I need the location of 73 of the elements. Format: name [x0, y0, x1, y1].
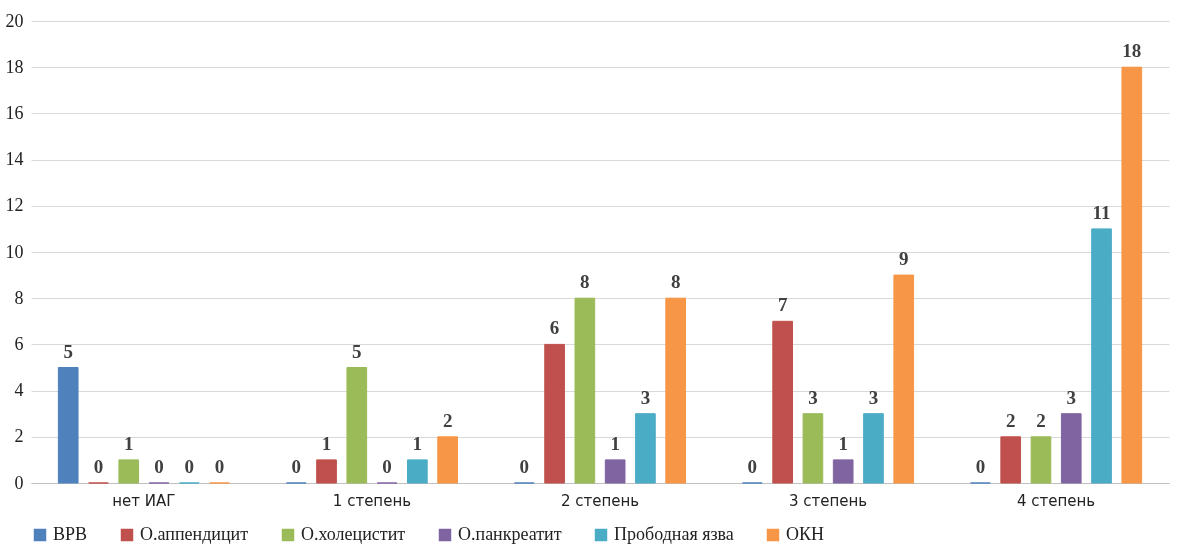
x-tick-label: нет ИАГ [112, 491, 176, 510]
bar [1091, 228, 1112, 484]
bar [437, 436, 458, 484]
data-label: 7 [777, 294, 788, 316]
data-label: 1 [412, 432, 423, 454]
bar [863, 413, 884, 484]
legend-label: ВРВ [53, 524, 88, 544]
y-tick-label: 20 [5, 10, 24, 31]
legend-label: ОКН [786, 524, 825, 544]
bar [1060, 413, 1082, 484]
data-label: 0 [291, 456, 302, 477]
bar [635, 413, 656, 484]
legend-label: Прободная язва [614, 524, 734, 544]
bar [604, 459, 626, 484]
data-label: 0 [519, 456, 530, 477]
legend-label: О.холецистит [301, 524, 406, 544]
bar [802, 413, 824, 484]
bar [118, 459, 140, 484]
data-label: 3 [1066, 386, 1076, 408]
data-label: 6 [549, 317, 560, 339]
x-tick-label: 4 степень [1017, 491, 1096, 510]
data-label: 1 [838, 432, 848, 454]
data-label: 3 [868, 386, 879, 408]
data-label: 0 [975, 456, 986, 477]
bar [665, 297, 687, 484]
data-label: 0 [154, 456, 164, 477]
data-label: 11 [1092, 201, 1111, 223]
x-tick-label: 1 степень [332, 491, 412, 510]
data-label: 0 [93, 456, 104, 477]
bar [1030, 436, 1052, 484]
y-tick-label: 16 [5, 102, 24, 123]
legend-label: О.аппендицит [140, 524, 249, 544]
y-tick-label: 8 [14, 287, 24, 308]
data-label: 0 [382, 456, 392, 477]
data-label: 0 [184, 456, 195, 477]
bar [316, 459, 337, 484]
y-tick-label: 6 [14, 333, 24, 354]
bar [544, 343, 565, 484]
y-tick-label: 14 [5, 149, 24, 170]
bar [346, 367, 368, 484]
data-label: 18 [1122, 40, 1142, 62]
data-label: 5 [352, 340, 362, 362]
x-tick-label: 2 степень [560, 491, 640, 510]
data-label: 3 [640, 386, 651, 408]
data-label: 5 [63, 340, 73, 362]
data-label: 1 [124, 432, 134, 454]
data-label: 0 [747, 456, 758, 477]
data-label: 1 [610, 432, 620, 454]
bar [832, 459, 854, 484]
data-label: 0 [214, 456, 225, 477]
data-label: 2 [442, 409, 453, 431]
bar [57, 367, 79, 484]
y-tick-label: 18 [5, 56, 24, 77]
data-label: 8 [580, 271, 590, 293]
bar [407, 459, 428, 484]
bar [772, 320, 793, 484]
bar [1000, 436, 1022, 484]
y-tick-label: 2 [14, 426, 24, 447]
bar [574, 297, 596, 484]
data-label: 9 [898, 248, 909, 270]
y-tick-label: 10 [5, 241, 24, 262]
legend-label: О.панкреатит [458, 524, 562, 544]
data-label: 2 [1036, 409, 1046, 431]
data-label: 8 [670, 271, 681, 293]
y-tick-label: 4 [14, 380, 24, 401]
y-tick-label: 0 [14, 472, 24, 493]
data-label: 2 [1005, 409, 1016, 431]
bar [893, 274, 915, 484]
bar [1121, 66, 1143, 484]
x-tick-label: 3 степень [788, 491, 868, 510]
y-tick-label: 12 [5, 195, 24, 216]
data-label: 3 [808, 386, 818, 408]
data-label: 1 [321, 432, 332, 454]
